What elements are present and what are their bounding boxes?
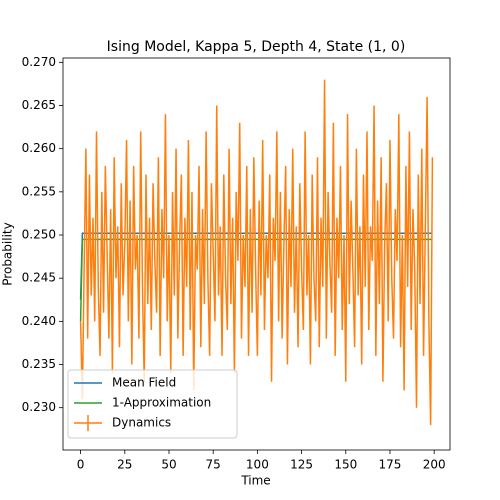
legend-label: Dynamics: [112, 416, 171, 430]
legend-label: Mean Field: [112, 376, 176, 390]
legend-label: 1-Approximation: [112, 396, 211, 410]
y-tick-label: 0.260: [22, 141, 56, 155]
y-tick-label: 0.245: [22, 271, 56, 285]
y-tick-label: 0.235: [22, 357, 56, 371]
x-tick-label: 50: [161, 458, 176, 472]
legend-box: [67, 369, 238, 439]
y-tick-label: 0.240: [22, 314, 56, 328]
y-axis-label: Probability: [1, 222, 15, 285]
y-tick-label: 0.255: [22, 184, 56, 198]
y-tick-label: 0.250: [22, 228, 56, 242]
x-tick-label: 0: [77, 458, 85, 472]
plot-frame: [62, 57, 451, 451]
x-tick-label: 75: [206, 458, 221, 472]
chart-title: Ising Model, Kappa 5, Depth 4, State (1,…: [107, 39, 406, 55]
x-tick-label: 125: [290, 458, 313, 472]
x-tick-label: 200: [423, 458, 446, 472]
y-tick-label: 0.270: [22, 55, 56, 69]
x-tick-label: 150: [334, 458, 357, 472]
x-tick-label: 25: [117, 458, 132, 472]
x-tick-label: 100: [246, 458, 269, 472]
x-tick-label: 175: [379, 458, 402, 472]
y-tick-label: 0.230: [22, 400, 56, 414]
x-axis-label: Time: [240, 474, 270, 488]
y-tick-label: 0.265: [22, 98, 56, 112]
series-line: [79, 79, 434, 425]
